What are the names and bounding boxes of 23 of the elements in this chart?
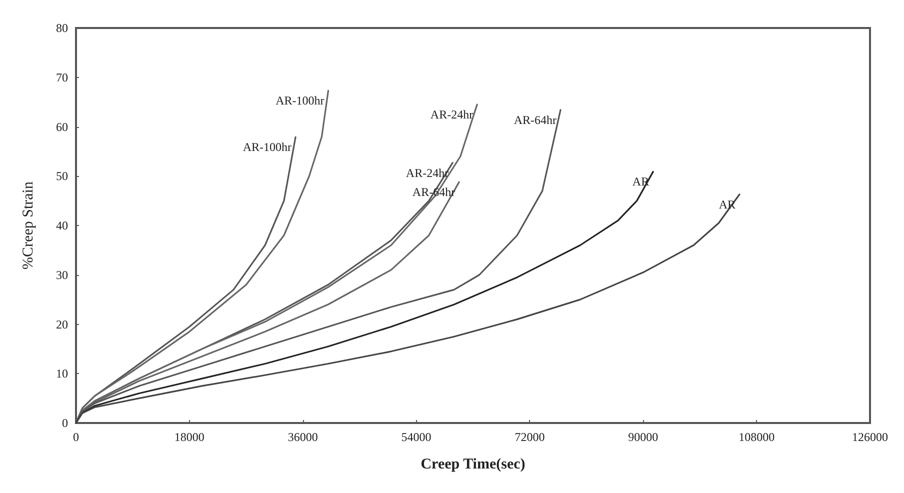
x-tick-label: 0 (73, 430, 79, 444)
y-axis-title: %Creep Strain (20, 181, 36, 270)
y-tick-label: 50 (56, 169, 68, 184)
series-label: AR-24hr (430, 108, 474, 122)
x-tick-label: 54000 (401, 430, 432, 444)
x-axis-title: Creep Time(sec) (420, 456, 526, 472)
x-tick-label: 72000 (514, 430, 545, 444)
series-label: AR-100hr (276, 94, 324, 108)
x-tick-label: 18000 (174, 430, 204, 444)
y-tick-label: 20 (56, 317, 68, 332)
x-tick-label: 108000 (738, 430, 775, 444)
y-tick-label: 10 (56, 366, 68, 381)
y-tick-label: 70 (56, 70, 68, 84)
y-tick-label: 60 (56, 120, 68, 134)
x-tick-label: 90000 (628, 430, 658, 444)
x-tick-label: 36000 (288, 430, 318, 444)
series-label: AR-64hr (514, 112, 557, 127)
x-tick-label: 126000 (852, 430, 888, 444)
y-tick-label: 40 (56, 218, 68, 232)
series-label: AR-100hr (242, 140, 292, 154)
y-tick-label: 80 (56, 21, 68, 35)
y-tick-label: 0 (62, 416, 68, 430)
y-tick-label: 30 (56, 268, 68, 282)
